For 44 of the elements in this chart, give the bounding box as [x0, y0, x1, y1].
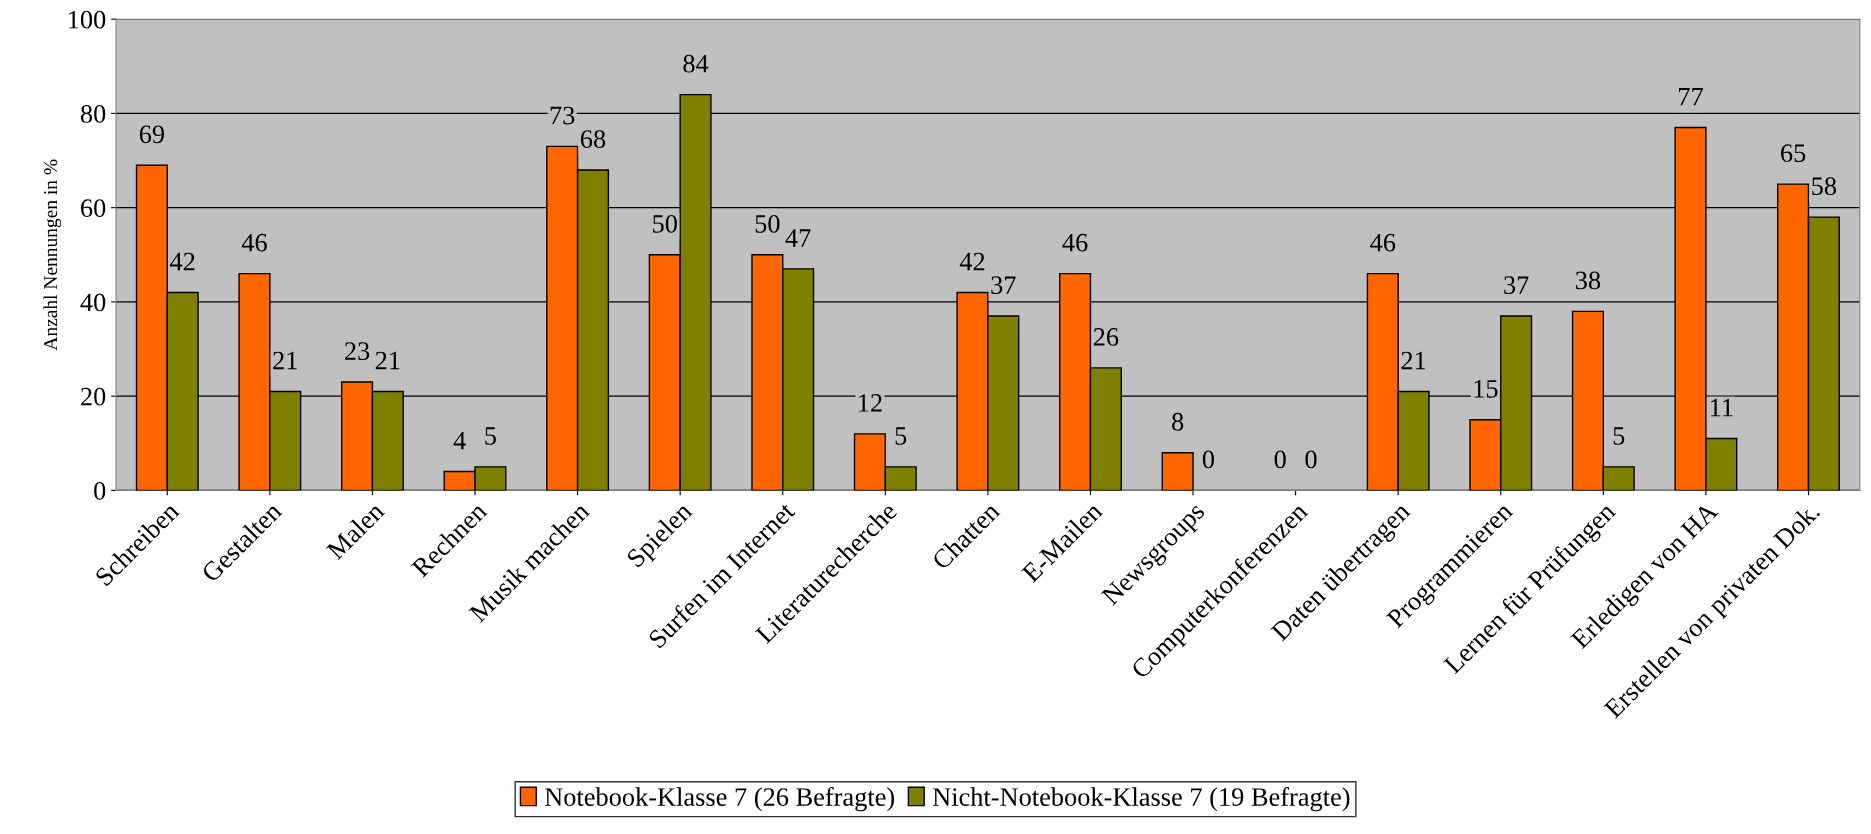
data-label: 23 — [345, 342, 370, 360]
data-label: 21 — [273, 351, 297, 370]
data-label: 4 — [453, 431, 466, 450]
data-label: 5 — [895, 427, 907, 445]
data-label: 84 — [683, 54, 709, 73]
data-label: 77 — [1679, 87, 1703, 106]
data-label: 15 — [1474, 380, 1498, 398]
data-label: 58 — [1812, 177, 1837, 196]
y-tick-label: 100 — [69, 10, 106, 29]
y-axis-title: Anzahl Nennungen in % — [43, 159, 62, 351]
bar — [1161, 452, 1194, 491]
data-label: 69 — [139, 125, 165, 144]
y-tick-label: 40 — [80, 293, 106, 312]
data-label: 0 — [1274, 450, 1286, 469]
data-label: 38 — [1576, 271, 1601, 290]
data-label: 0 — [1305, 450, 1317, 469]
legend-label: Notebook-Klasse 7 (26 Befragte) — [544, 787, 895, 812]
legend-label: Nicht-Notebook-Klasse 7 (19 Befragte) — [932, 787, 1350, 812]
data-label: 42 — [959, 252, 985, 271]
y-tick-label: 0 — [94, 482, 106, 500]
data-label: 21 — [375, 351, 400, 370]
data-label: 37 — [1504, 276, 1529, 295]
data-label: 46 — [1370, 233, 1396, 252]
data-label: 5 — [485, 427, 496, 445]
data-label: 0 — [1202, 450, 1215, 469]
data-label: 21 — [1401, 351, 1426, 370]
data-label: 47 — [785, 229, 811, 247]
data-label: 46 — [1062, 233, 1088, 252]
data-label: 42 — [170, 252, 195, 271]
data-label: 68 — [580, 130, 606, 148]
y-tick-label: 60 — [81, 199, 106, 218]
data-label: 50 — [653, 214, 677, 233]
data-label: 50 — [755, 214, 780, 233]
y-tick-label: 20 — [81, 387, 106, 406]
data-label: 11 — [1710, 398, 1733, 417]
data-label: 73 — [550, 106, 575, 125]
data-label: 37 — [991, 276, 1016, 295]
data-label: 46 — [241, 233, 267, 252]
data-label: 26 — [1093, 328, 1119, 346]
data-label: 12 — [859, 394, 882, 412]
data-label: 5 — [1613, 427, 1625, 445]
data-label: 8 — [1172, 412, 1184, 431]
data-label: 65 — [1781, 144, 1806, 163]
y-tick-label: 80 — [80, 105, 106, 123]
